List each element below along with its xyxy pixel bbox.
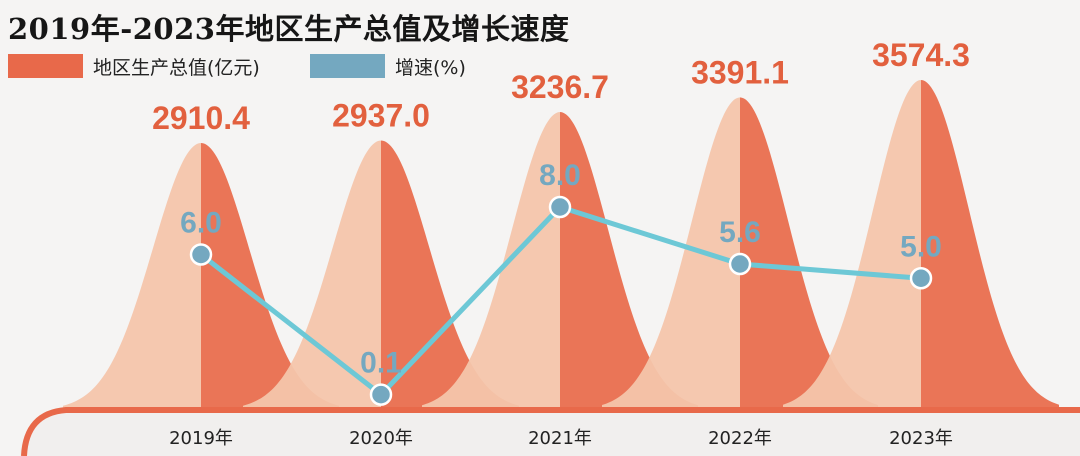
gdp-bell-left-0 <box>63 143 201 410</box>
gdp-value-label-4: 3574.3 <box>872 37 970 73</box>
baseline-band <box>20 413 1080 456</box>
growth-point-2 <box>548 195 572 219</box>
labels-group: 2910.4 6.0 2019年 2937.0 0.1 2020年 3236.7 8.0 202… <box>152 37 970 449</box>
x-tick-label-4: 2023年 <box>889 428 953 449</box>
growth-value-label-0: 6.0 <box>180 207 222 240</box>
gdp-bell-left-3 <box>602 97 740 411</box>
growth-value-label-4: 5.0 <box>900 230 942 263</box>
growth-value-label-2: 8.0 <box>539 159 581 192</box>
gdp-bell-left-2 <box>422 112 560 410</box>
x-tick-label-1: 2020年 <box>349 428 413 449</box>
gdp-bell-right-0 <box>201 143 339 410</box>
legend-gdp-label: 地区生产总值(亿元) <box>93 56 260 79</box>
baseline-stroke <box>21 407 1080 456</box>
x-tick-label-2: 2021年 <box>528 428 592 449</box>
gdp-value-label-3: 3391.1 <box>691 54 789 90</box>
legend-growth-swatch <box>310 54 385 78</box>
legend-gdp: 地区生产总值(亿元) <box>8 53 260 79</box>
gdp-bell-right-2 <box>560 112 698 410</box>
legend-gdp-swatch <box>8 54 83 78</box>
gdp-value-label-2: 3236.7 <box>511 69 609 105</box>
gdp-bells <box>63 80 1059 411</box>
growth-value-label-3: 5.6 <box>719 216 761 249</box>
growth-value-label-1: 0.1 <box>360 347 402 380</box>
growth-point-0 <box>189 243 213 266</box>
gdp-bell-right-3 <box>740 97 878 411</box>
gdp-value-label-0: 2910.4 <box>152 100 250 136</box>
growth-line-group <box>189 195 933 406</box>
gdp-value-label-1: 2937.0 <box>332 97 430 133</box>
gdp-bell-right-1 <box>381 140 519 410</box>
growth-point-1 <box>369 383 393 406</box>
gdp-bell-right-4 <box>921 80 1059 410</box>
chart-title: 2019年-2023年地区生产总值及增长速度 <box>8 12 570 46</box>
x-tick-label-3: 2022年 <box>708 428 772 449</box>
growth-point-3 <box>728 252 752 276</box>
gdp-bell-left-1 <box>243 140 381 410</box>
baseline <box>20 407 1080 456</box>
legend-growth-label: 增速(%) <box>395 56 466 79</box>
legend-growth: 增速(%) <box>310 53 466 79</box>
growth-point-4 <box>909 267 933 290</box>
x-tick-label-0: 2019年 <box>169 428 233 449</box>
gdp-bell-left-4 <box>783 80 921 410</box>
